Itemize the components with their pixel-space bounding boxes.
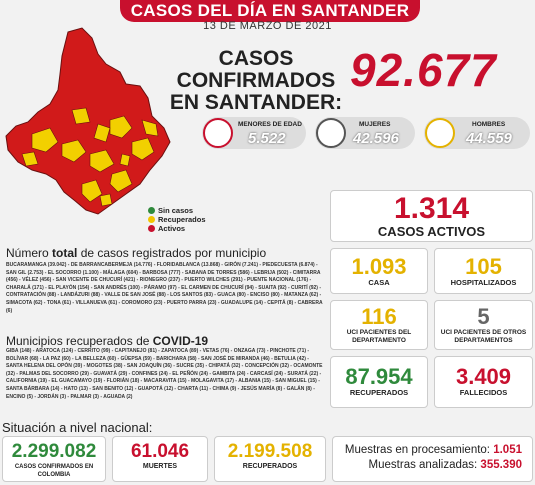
report-date: 13 DE MARZO DE 2021 [203,20,332,32]
legend-item: Activos [148,224,206,233]
men-value: 44.559 [466,130,512,147]
page-title: CASOS DEL DÍA EN SANTANDER [130,1,410,20]
men-pill: HOMBRES 44.559 [424,117,530,149]
title-part: de casos registrados por municipio [77,246,267,260]
home-value: 1.093 [351,254,407,279]
title-bold: total [52,246,78,260]
active-label: CASOS ACTIVOS [377,224,486,239]
total-muni-title: Número total de casos registrados por mu… [6,246,266,260]
men-label: HOMBRES [472,121,506,128]
women-pill: MUJERES 42.596 [315,117,415,149]
samples-processing-label: Muestras en procesamiento: [344,444,491,456]
home-box: 1.093 CASA [330,248,428,294]
recovered-value: 87.954 [345,364,413,389]
child-icon [203,118,233,148]
minors-value: 5.522 [248,130,286,147]
minors-pill: MENORES DE EDAD 5.522 [202,117,306,149]
samples-box: Muestras en procesamiento: 1.051 Muestra… [332,436,533,482]
recovered-box: 87.954 RECUPERADOS [330,356,428,408]
man-icon [425,118,455,148]
map-legend: Sin casos Recuperados Activos [148,206,206,233]
deaths-box: 3.409 FALLECIDOS [434,356,533,408]
woman-icon [316,118,346,148]
confirmed-label: CASOS CONFIRMADOS EN SANTANDER: [166,48,346,114]
hospital-box: 105 HOSPITALIZADOS [434,248,533,294]
national-deaths-value: 61.046 [130,441,190,462]
legend-swatch [148,216,155,223]
rec-muni-list: GIBA (148) - ARATOCA (124) - CERRITO (99… [6,348,323,400]
women-value: 42.596 [353,130,399,147]
uci-other-value: 5 [477,304,490,329]
samples-processing: Muestras en procesamiento: 1.051 [333,443,522,458]
samples-analyzed: Muestras analizadas: 355.390 [333,458,522,473]
uci-other-label: UCI PACIENTES DE OTROS DEPARTAMENTOS [440,329,527,344]
national-confirmed-box: 2.299.082 CASOS CONFIRMADOS EN COLOMBIA [2,436,106,482]
title-part: Municipios recuperados de [6,334,153,348]
legend-item: Recuperados [148,215,206,224]
hospital-value: 105 [465,254,502,279]
samples-processing-value: 1.051 [493,444,522,456]
legend-label: Activos [158,224,186,233]
total-muni-list: BUCARAMANGA (39.042) - DE BARRANCABERMEJ… [6,262,323,314]
women-label: MUJERES [359,121,391,128]
national-recovered-box: 2.199.508 RECUPERADOS [214,436,326,482]
rec-muni-title: Municipios recuperados de COVID-19 [6,334,208,348]
national-confirmed-value: 2.299.082 [11,441,97,462]
active-cases-box: 1.314 CASOS ACTIVOS [330,190,533,242]
national-recovered-value: 2.199.508 [227,441,313,462]
legend-label: Recuperados [158,215,206,224]
confirmed-label-line2: EN SANTANDER: [169,91,343,114]
national-deaths-label: MUERTES [142,463,178,470]
uci-dep-value: 116 [361,304,397,329]
legend-label: Sin casos [158,206,194,215]
hospital-label: HOSPITALIZADOS [450,278,517,287]
national-deaths-box: 61.046 MUERTES [112,436,208,482]
confirmed-value: 92.677 [350,44,497,96]
national-confirmed-label: CASOS CONFIRMADOS EN COLOMBIA [14,464,94,478]
uci-other-box: 5 UCI PACIENTES DE OTROS DEPARTAMENTOS [434,300,533,350]
title-bold: COVID-19 [152,334,209,348]
active-value: 1.314 [393,192,470,225]
deaths-value: 3.409 [455,364,512,389]
minors-label: MENORES DE EDAD [238,121,302,128]
deaths-label: FALLECIDOS [459,388,508,397]
legend-swatch [148,207,155,214]
uci-dep-label: UCI PACIENTES DEL DEPARTAMENTO [346,329,412,344]
national-title: Situación a nivel nacional: [2,420,153,435]
samples-analyzed-label: Muestras analizadas: [368,459,478,471]
home-label: CASA [368,278,390,287]
confirmed-label-line1: CASOS CONFIRMADOS [176,47,336,92]
national-recovered-label: RECUPERADOS [242,463,298,470]
title-part: Número [6,246,53,260]
recovered-label: RECUPERADOS [349,388,409,397]
uci-dep-box: 116 UCI PACIENTES DEL DEPARTAMENTO [330,300,428,350]
legend-swatch [148,225,155,232]
samples-analyzed-value: 355.390 [480,459,522,471]
santander-map [5,27,171,215]
legend-item: Sin casos [148,206,206,215]
header-banner: CASOS DEL DÍA EN SANTANDER [120,0,420,22]
